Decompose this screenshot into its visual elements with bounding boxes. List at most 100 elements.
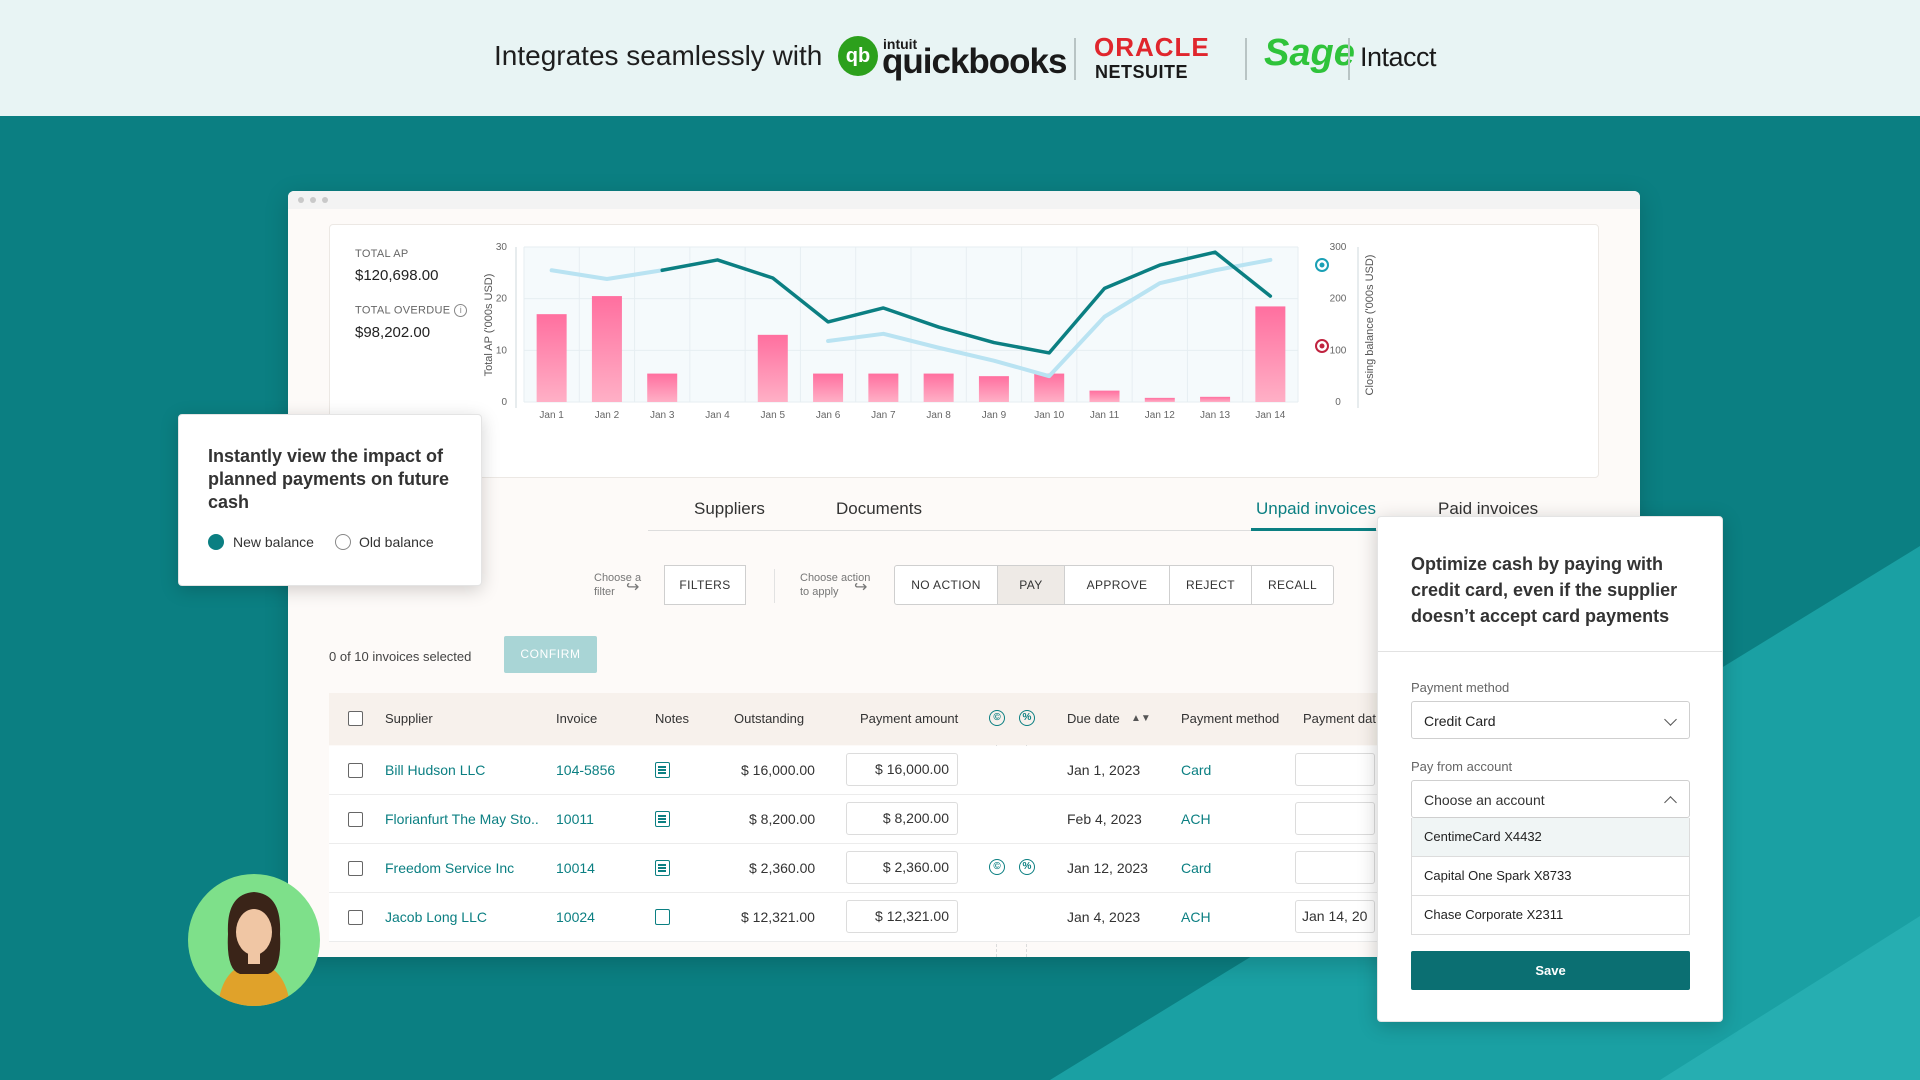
pay-from-label: Pay from account xyxy=(1411,759,1513,774)
account-option[interactable]: Chase Corporate X2311 xyxy=(1411,896,1690,935)
quickbooks-logo: quickbooks xyxy=(882,42,1067,81)
filter-hint-line: filter xyxy=(594,586,615,598)
avatar-face xyxy=(236,909,272,955)
col-notes[interactable]: Notes xyxy=(655,711,689,726)
payment-date-input[interactable] xyxy=(1295,802,1375,835)
new-balance-dot-icon xyxy=(208,534,224,550)
empty-note-icon[interactable] xyxy=(655,909,670,925)
supplier-link[interactable]: Jacob Long LLC xyxy=(385,909,487,925)
credit-icon[interactable]: © xyxy=(989,710,1005,726)
person-icon xyxy=(218,892,290,1006)
chart-bar xyxy=(1255,306,1286,402)
invoice-link[interactable]: 10014 xyxy=(556,860,595,876)
payment-method-link[interactable]: Card xyxy=(1181,762,1212,778)
discount-icon[interactable]: % xyxy=(1019,859,1035,875)
sage-logo: Sage xyxy=(1264,32,1355,74)
action-pay[interactable]: PAY xyxy=(998,566,1065,604)
payment-date-input[interactable] xyxy=(1295,753,1375,786)
supplier-link[interactable]: Bill Hudson LLC xyxy=(385,762,486,778)
row-checkbox[interactable] xyxy=(348,763,363,778)
col-payment-amount[interactable]: Payment amount xyxy=(860,711,959,726)
row-checkbox[interactable] xyxy=(348,910,363,925)
sort-icon[interactable]: ▲▼ xyxy=(1131,713,1151,724)
payment-method-link[interactable]: Card xyxy=(1181,860,1212,876)
selected-count: 0 of 10 invoices selected xyxy=(329,649,472,664)
filters-button[interactable]: FILTERS xyxy=(664,565,746,605)
action-approve[interactable]: APPROVE xyxy=(1065,566,1170,604)
invoice-link[interactable]: 10024 xyxy=(556,909,595,925)
credit-icon[interactable]: © xyxy=(989,859,1005,875)
payment-method-select[interactable]: Credit Card xyxy=(1411,701,1690,739)
row-checkbox[interactable] xyxy=(348,812,363,827)
action-no-action[interactable]: NO ACTION xyxy=(895,566,998,604)
confirm-button[interactable]: CONFIRM xyxy=(504,636,597,673)
avatar-neck xyxy=(248,952,260,964)
avatar-shirt xyxy=(218,962,290,1006)
payment-amount-input[interactable]: $ 12,321.00 xyxy=(846,900,958,933)
account-option[interactable]: CentimeCard X4432 xyxy=(1411,818,1690,857)
x-tick-label: Jan 1 xyxy=(539,410,564,421)
impact-popup: Instantly view the impact of planned pay… xyxy=(178,414,482,586)
intacct-logo: Intacct xyxy=(1360,42,1437,72)
action-recall[interactable]: RECALL xyxy=(1267,578,1318,592)
pay-from-select[interactable]: Choose an account xyxy=(1411,780,1690,818)
tab-documents[interactable]: Documents xyxy=(836,499,922,518)
payment-date-input[interactable] xyxy=(1295,851,1375,884)
x-tick-label: Jan 3 xyxy=(650,410,675,421)
col-payment-method[interactable]: Payment method xyxy=(1181,711,1280,726)
supplier-link[interactable]: Freedom Service Inc xyxy=(385,860,515,876)
toolbar-divider xyxy=(774,569,775,603)
impact-popup-title: Instantly view the impact of planned pay… xyxy=(208,446,450,512)
tab-suppliers[interactable]: Suppliers xyxy=(694,499,765,518)
note-icon[interactable] xyxy=(655,860,670,876)
col-invoice[interactable]: Invoice xyxy=(556,711,598,726)
col-supplier[interactable]: Supplier xyxy=(385,711,433,726)
select-all-checkbox[interactable] xyxy=(348,711,363,726)
table-row[interactable]: Florianfurt The May Sto.. 10011 $ 8,200.… xyxy=(329,795,1640,844)
info-icon[interactable]: i xyxy=(454,304,468,317)
save-button[interactable]: Save xyxy=(1411,951,1690,990)
netsuite-logo: NETSUITE xyxy=(1095,62,1189,82)
row-checkbox[interactable] xyxy=(348,861,363,876)
invoice-link[interactable]: 10011 xyxy=(556,811,594,827)
action-reject[interactable]: REJECT xyxy=(1170,566,1252,604)
arrow-hook-icon: ↪ xyxy=(854,579,868,596)
logo-divider xyxy=(1348,38,1350,80)
chart-bar xyxy=(1034,373,1065,402)
col-payment-date[interactable]: Payment dat xyxy=(1303,711,1376,726)
panel-title: Optimize cash by paying with credit card… xyxy=(1411,554,1678,626)
supplier-link[interactable]: Florianfurt The May Sto.. xyxy=(385,811,539,827)
old-balance-line xyxy=(549,257,1273,379)
y2-tick-label: 300 xyxy=(1330,242,1347,253)
payment-amount-input[interactable]: $ 2,360.00 xyxy=(846,851,958,884)
chart-bar xyxy=(536,314,567,402)
new-balance-label: New balance xyxy=(233,534,314,550)
payment-method-link[interactable]: ACH xyxy=(1181,811,1211,827)
payment-date-input[interactable]: Jan 14, 20 xyxy=(1295,900,1375,933)
action-hint-line: to apply xyxy=(800,586,839,598)
new-balance-marker xyxy=(1315,258,1329,272)
payment-method-link[interactable]: ACH xyxy=(1181,909,1211,925)
window-dot xyxy=(322,197,328,203)
note-icon[interactable] xyxy=(655,762,670,778)
chart-bar xyxy=(978,376,1009,402)
tab-unpaid-invoices[interactable]: Unpaid invoices xyxy=(1256,499,1377,518)
tab-paid-invoices[interactable]: Paid invoices xyxy=(1438,499,1539,518)
col-due-date[interactable]: Due date xyxy=(1067,711,1120,726)
outstanding-amount: $ 12,321.00 xyxy=(741,909,815,925)
payment-amount-input[interactable]: $ 16,000.00 xyxy=(846,753,958,786)
discount-icon[interactable]: % xyxy=(1019,710,1035,726)
col-outstanding[interactable]: Outstanding xyxy=(734,711,805,726)
chart-bar xyxy=(868,373,899,402)
invoice-link[interactable]: 104-5856 xyxy=(556,762,616,778)
chart-bar xyxy=(1144,397,1175,402)
payment-amount-input[interactable]: $ 8,200.00 xyxy=(846,802,958,835)
note-icon[interactable] xyxy=(655,811,670,827)
x-tick-label: Jan 4 xyxy=(705,410,730,421)
x-tick-label: Jan 6 xyxy=(816,410,841,421)
logo-divider xyxy=(1074,38,1076,80)
cash-chart-card: TOTAL AP $120,698.00 TOTAL OVERDUE i $98,… xyxy=(329,224,1599,478)
chart-bar xyxy=(757,334,788,402)
account-option[interactable]: Capital One Spark X8733 xyxy=(1411,857,1690,896)
chart-bar xyxy=(923,373,954,402)
